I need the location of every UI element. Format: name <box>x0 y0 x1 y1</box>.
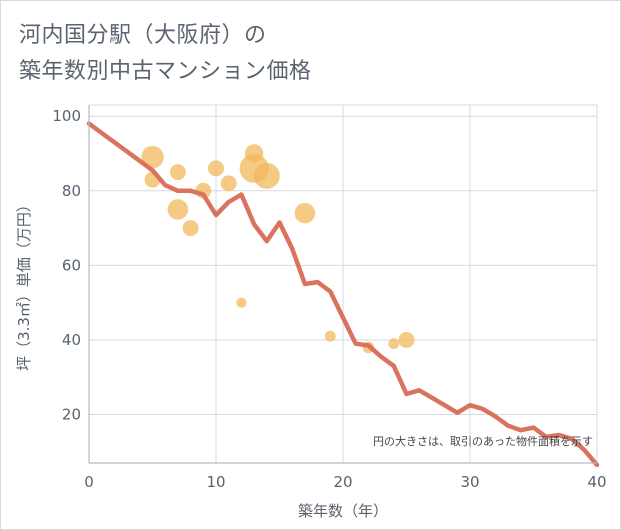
bubble-point <box>141 145 164 169</box>
price-trend-line <box>86 121 600 468</box>
y-tick-label: 60 <box>62 256 81 274</box>
chart-title-line-1: 河内国分駅（大阪府）の <box>19 23 267 48</box>
x-tick-label: 30 <box>460 473 479 491</box>
x-tick-label: 0 <box>84 473 94 491</box>
bubble-point <box>388 338 400 350</box>
bubble-layer <box>141 144 415 354</box>
bubble-point <box>294 202 316 224</box>
bubble-point <box>182 220 199 237</box>
x-tick-label: 10 <box>206 473 225 491</box>
y-tick-label: 40 <box>62 331 81 349</box>
x-tick-label: 20 <box>333 473 352 491</box>
bubble-point <box>324 330 336 342</box>
bubble-point <box>236 297 247 308</box>
y-axis-label: 坪（3.3㎡）単価（万円） <box>15 197 33 371</box>
bubble-point <box>208 160 224 177</box>
bubble-point <box>398 331 415 348</box>
bubble-point <box>253 162 280 189</box>
bubble-point <box>167 199 189 220</box>
line-layer <box>86 121 600 468</box>
chart-title-line-2: 築年数別中古マンション価格 <box>19 59 312 84</box>
y-tick-label: 80 <box>62 182 81 200</box>
bubble-point <box>220 175 237 192</box>
bubble-size-note: 円の大きさは、取引のあった物件面積を示す <box>373 434 593 448</box>
x-axis-label: 築年数（年） <box>298 502 388 520</box>
y-tick-label: 100 <box>52 107 81 125</box>
y-tick-label: 20 <box>62 406 81 424</box>
bubble-point <box>169 164 186 181</box>
bubble-point <box>244 144 264 163</box>
x-tick-label: 40 <box>587 473 606 491</box>
grid-layer <box>88 104 598 464</box>
axis-layer: 0 10 20 30 40 20 40 60 80 100 <box>52 105 607 491</box>
